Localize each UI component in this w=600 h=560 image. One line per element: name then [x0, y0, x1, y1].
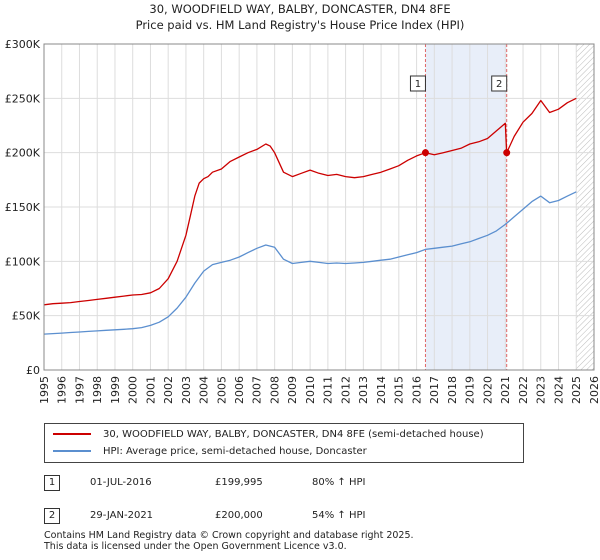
- x-tick-label: 2024: [552, 376, 565, 404]
- y-tick-label: £100K: [5, 255, 41, 268]
- x-tick-label: 2012: [339, 376, 352, 404]
- x-tick-label: 2026: [588, 376, 600, 404]
- x-tick-label: 2006: [233, 376, 246, 404]
- legend-item-hpi: HPI: Average price, semi-detached house,…: [53, 444, 367, 460]
- footer-copyright: Contains HM Land Registry data © Crown c…: [44, 530, 414, 541]
- sale-hpi-change: 54% ↑ HPI: [312, 510, 366, 521]
- x-tick-label: 2020: [481, 376, 494, 404]
- x-tick-label: 1995: [38, 376, 51, 404]
- x-tick-label: 2019: [464, 376, 477, 404]
- sale-row: 2 29-JAN-2021 £200,000 54% ↑ HPI: [44, 508, 524, 526]
- x-tick-label: 2018: [446, 376, 459, 404]
- y-tick-label: £50K: [12, 310, 41, 323]
- x-tick-label: 2003: [180, 376, 193, 404]
- sale-number: 1: [44, 475, 60, 491]
- x-tick-label: 1998: [91, 376, 104, 404]
- y-tick-label: £0: [26, 364, 40, 377]
- hpi-line: [44, 191, 577, 335]
- sale-date: 29-JAN-2021: [90, 510, 154, 521]
- sale-hpi-change: 80% ↑ HPI: [312, 477, 366, 488]
- sale-2-point: [503, 149, 511, 157]
- sale-date: 01-JUL-2016: [90, 477, 152, 488]
- sale-1-point: [421, 149, 429, 157]
- legend-label-property: 30, WOODFIELD WAY, BALBY, DONCASTER, DN4…: [103, 429, 484, 440]
- property-price-line: [44, 97, 577, 306]
- price-chart: 30, WOODFIELD WAY, BALBY, DONCASTER, DN4…: [5, 2, 600, 404]
- x-tick-label: 2023: [535, 376, 548, 404]
- footer-licence: This data is licensed under the Open Gov…: [44, 541, 347, 552]
- x-tick-label: 2016: [410, 376, 423, 404]
- x-tick-label: 2011: [322, 376, 335, 404]
- chart-title: 30, WOODFIELD WAY, BALBY, DONCASTER, DN4…: [149, 2, 450, 16]
- legend-item-property: 30, WOODFIELD WAY, BALBY, DONCASTER, DN4…: [53, 427, 484, 443]
- sale-row: 1 01-JUL-2016 £199,995 80% ↑ HPI: [44, 475, 524, 493]
- y-tick-label: £300K: [5, 38, 41, 51]
- sale-1-label: 1: [415, 79, 421, 90]
- x-tick-label: 2000: [127, 376, 140, 404]
- y-tick-label: £250K: [5, 92, 41, 105]
- legend-swatch-hpi: [53, 450, 91, 452]
- x-tick-label: 2004: [198, 376, 211, 404]
- x-tick-label: 1999: [109, 376, 122, 404]
- x-tick-label: 2017: [428, 376, 441, 404]
- sale-1-label-box: [409, 75, 426, 92]
- x-tick-label: 1996: [56, 376, 69, 404]
- x-tick-label: 2013: [357, 376, 370, 404]
- x-tick-label: 2021: [499, 376, 512, 404]
- x-tick-label: 2010: [304, 376, 317, 404]
- sale-2-label-box: [491, 75, 508, 92]
- x-tick-label: 2008: [268, 376, 281, 404]
- y-tick-label: £200K: [5, 147, 41, 160]
- sale-2-label: 2: [496, 79, 502, 90]
- sale-price: £199,995: [215, 477, 263, 488]
- x-tick-label: 2001: [144, 376, 157, 404]
- x-tick-label: 2005: [215, 376, 228, 404]
- x-tick-label: 2022: [517, 376, 530, 404]
- x-tick-label: 2025: [570, 376, 583, 404]
- sale-number: 2: [44, 508, 60, 524]
- y-tick-label: £150K: [5, 201, 41, 214]
- legend: 30, WOODFIELD WAY, BALBY, DONCASTER, DN4…: [44, 423, 524, 463]
- x-tick-label: 2014: [375, 376, 388, 404]
- x-tick-label: 2002: [162, 376, 175, 404]
- sale-price: £200,000: [215, 510, 263, 521]
- chart-subtitle: Price paid vs. HM Land Registry's House …: [136, 18, 465, 32]
- x-tick-label: 2015: [393, 376, 406, 404]
- legend-swatch-property: [53, 433, 91, 435]
- plot-frame: [43, 43, 595, 371]
- legend-label-hpi: HPI: Average price, semi-detached house,…: [103, 446, 367, 457]
- footer: Contains HM Land Registry data © Crown c…: [44, 530, 414, 552]
- x-tick-label: 2009: [286, 376, 299, 404]
- x-tick-label: 2007: [251, 376, 264, 404]
- x-tick-label: 1997: [73, 376, 86, 404]
